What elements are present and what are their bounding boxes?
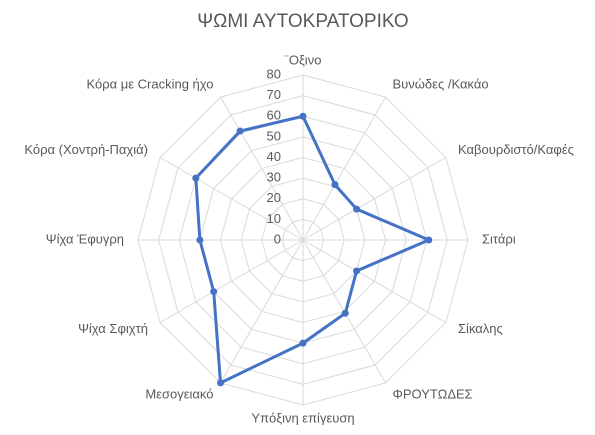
marker <box>299 339 307 347</box>
marker <box>353 267 361 275</box>
marker <box>217 379 224 387</box>
spoke <box>302 96 386 241</box>
r-tick-label: 20 <box>267 190 281 205</box>
marker <box>299 112 307 120</box>
category-label: Κόρα (Χοντρή-Παχιά) <box>24 142 148 157</box>
r-tick-label: 80 <box>267 66 281 81</box>
category-label: Ψίχα Σφιχτή <box>78 321 148 336</box>
marker <box>341 309 349 317</box>
category-label: Κόρα με Cracking ήχο <box>86 76 213 91</box>
category-label: Σίκαλης <box>458 321 503 336</box>
r-tick-label: 40 <box>267 149 281 164</box>
spoke <box>159 157 304 241</box>
marker <box>353 205 361 213</box>
marker <box>196 236 204 244</box>
marker <box>331 181 339 189</box>
spoke <box>220 96 304 241</box>
spoke <box>159 239 304 323</box>
category-label: Υπόξινη επίγευση <box>251 410 354 425</box>
marker <box>425 236 433 244</box>
marker <box>192 174 200 182</box>
spoke <box>302 157 447 241</box>
series-line <box>194 114 431 385</box>
r-tick-label: 30 <box>267 170 281 185</box>
marker <box>236 127 244 135</box>
chart-title: ΨΩΜΙ ΑΥΤΟΚΡΑΤΟΡΙΚΟ <box>197 11 408 32</box>
category-label: Σιτάρι <box>482 231 516 246</box>
category-label: ΦΡΟΥΤΩΔΕΣ <box>393 386 473 401</box>
category-label: Ψίχα Έφυγρη <box>46 231 124 246</box>
category-label: Καβουρδιστό/Καφές <box>458 142 574 157</box>
r-tick-label: 60 <box>267 108 281 123</box>
r-tick-label: 50 <box>267 128 281 143</box>
r-tick-label: 10 <box>267 211 281 226</box>
spoke <box>302 239 447 323</box>
marker <box>210 288 218 296</box>
category-label: Βυνώδες /Κακάο <box>393 76 489 91</box>
r-tick-label: 70 <box>267 87 281 102</box>
category-label: ¨Οξινο <box>285 52 322 67</box>
category-label: Μεσογειακό <box>145 386 213 401</box>
spoke <box>220 239 304 384</box>
r-tick-label: 0 <box>274 231 281 246</box>
